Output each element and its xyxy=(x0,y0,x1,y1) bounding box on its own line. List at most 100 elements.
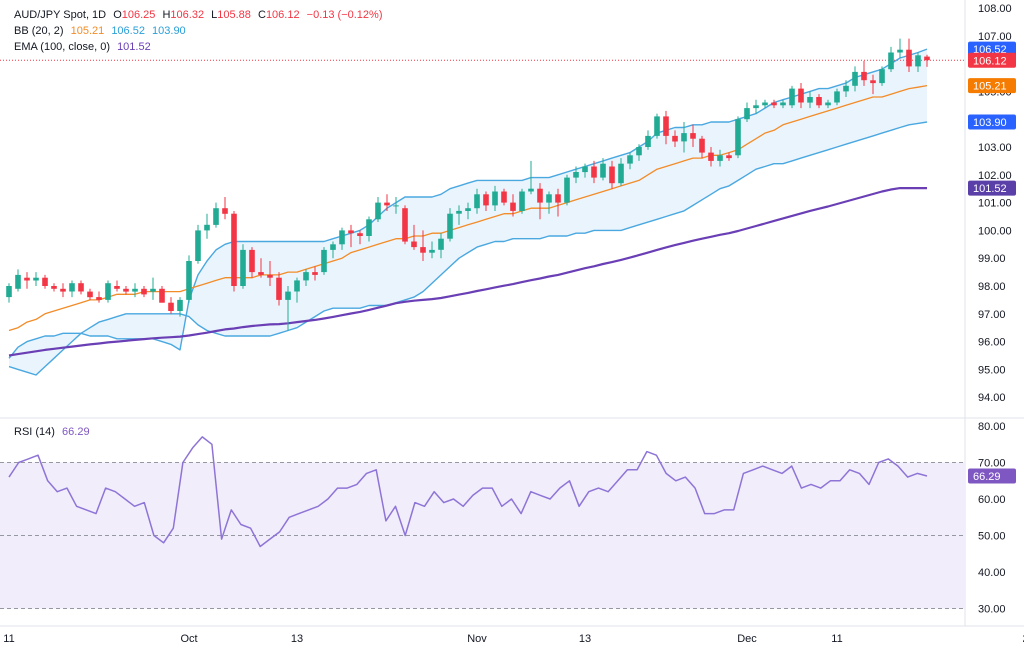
candle-body xyxy=(573,172,579,178)
rsi-label: RSI (14) xyxy=(14,426,55,438)
candle-body xyxy=(186,261,192,300)
candle-body xyxy=(321,249,327,273)
rsi-line xyxy=(8,436,928,548)
candle-body xyxy=(78,283,84,292)
open-value: 106.25 xyxy=(121,9,156,21)
low-label: L xyxy=(211,9,218,21)
candle-body xyxy=(150,288,156,292)
candle-body xyxy=(618,163,624,184)
candle-body xyxy=(600,163,606,178)
price-tick-label: 101.00 xyxy=(978,198,1012,210)
candle-body xyxy=(375,202,381,220)
price-tick-label: 94.00 xyxy=(978,392,1006,404)
candle-body xyxy=(717,155,723,161)
price-badge-label: 106.12 xyxy=(973,55,1007,67)
symbol-label: AUD/JPY Spot, 1D xyxy=(14,9,107,21)
price-badge-label: 105.21 xyxy=(973,81,1007,93)
candle-body xyxy=(60,288,66,292)
candle-body xyxy=(402,208,408,242)
candle-body xyxy=(753,105,759,109)
candle-body xyxy=(852,71,858,86)
time-tick-label: Nov xyxy=(467,633,487,645)
time-tick-label: 11 xyxy=(831,633,842,645)
candle-body xyxy=(303,272,309,281)
candle-body xyxy=(438,238,444,250)
candle-body xyxy=(762,102,768,106)
candle-body xyxy=(879,69,885,84)
candle-body xyxy=(906,49,912,67)
candle-body xyxy=(924,56,930,61)
time-tick-label: Dec xyxy=(737,633,757,645)
candle-body xyxy=(6,286,12,298)
price-tick-label: 98.00 xyxy=(978,281,1006,293)
price-tick-label: 108.00 xyxy=(978,3,1012,15)
candle-body xyxy=(816,97,822,106)
candle-body xyxy=(249,249,255,273)
time-tick-label: 13 xyxy=(291,633,303,645)
price-tick-label: 97.00 xyxy=(978,309,1006,321)
candle-body xyxy=(474,194,480,209)
rsi-tick-label: 80.00 xyxy=(978,421,1006,433)
candle-body xyxy=(771,102,777,106)
open-label: O xyxy=(113,9,122,21)
close-value: 106.12 xyxy=(265,9,300,21)
price-badge xyxy=(968,52,1016,68)
candle-body xyxy=(141,288,147,295)
bb-lower-line xyxy=(8,121,928,376)
price-badge xyxy=(968,114,1016,130)
rsi-badge xyxy=(968,468,1016,484)
candle-body xyxy=(735,119,741,156)
candle-body xyxy=(870,80,876,84)
change-value: −0.13 (−0.12%) xyxy=(306,9,383,21)
rsi-tick-label: 40.00 xyxy=(978,567,1006,579)
ema-line xyxy=(8,187,927,357)
candle-body xyxy=(483,194,489,206)
price-badge xyxy=(968,78,1016,94)
candle-body xyxy=(96,297,102,300)
bb-label: BB (20, 2) xyxy=(14,25,64,37)
candle-body xyxy=(33,277,39,281)
candle-body xyxy=(501,191,507,203)
low-value: 105.88 xyxy=(217,9,251,21)
ema-value: 101.52 xyxy=(117,41,151,53)
candle-body xyxy=(915,55,921,67)
candle-body xyxy=(726,155,732,159)
candle-body xyxy=(645,135,651,147)
candle-body xyxy=(15,274,21,289)
candle-body xyxy=(123,288,129,292)
candle-body xyxy=(267,274,273,278)
bb-upper-value: 106.52 xyxy=(111,25,145,37)
candle-body xyxy=(681,133,687,142)
price-badge xyxy=(968,180,1016,196)
bb-lower-value: 103.90 xyxy=(152,25,186,37)
candle-body xyxy=(213,208,219,225)
price-tick-label: 102.00 xyxy=(978,170,1012,182)
candle-body xyxy=(105,283,111,300)
candle-body xyxy=(429,249,435,253)
candle-body xyxy=(357,233,363,236)
price-legend: AUD/JPY Spot, 1D O106.25 H106.32 L105.88… xyxy=(14,9,387,21)
candle-body xyxy=(825,102,831,106)
candle-body xyxy=(393,205,399,207)
candle-body xyxy=(204,224,210,231)
candle-body xyxy=(447,213,453,239)
rsi-tick-label: 70.00 xyxy=(978,458,1006,470)
candle-body xyxy=(528,188,534,192)
candle-body xyxy=(231,213,237,286)
candle-body xyxy=(654,116,660,136)
candle-body xyxy=(699,138,705,153)
candle-body xyxy=(663,116,669,136)
candle-body xyxy=(492,191,498,206)
candle-body xyxy=(411,241,417,248)
candle-body xyxy=(195,230,201,261)
time-tick-label: Oct xyxy=(180,633,197,645)
candle-body xyxy=(708,152,714,161)
ema-legend: EMA (100, close, 0) 101.52 xyxy=(14,41,155,53)
candle-body xyxy=(834,91,840,103)
candle-body xyxy=(789,88,795,106)
candle-body xyxy=(888,52,894,70)
candle-body xyxy=(843,85,849,92)
candle-body xyxy=(672,135,678,142)
price-tick-label: 96.00 xyxy=(978,337,1006,349)
